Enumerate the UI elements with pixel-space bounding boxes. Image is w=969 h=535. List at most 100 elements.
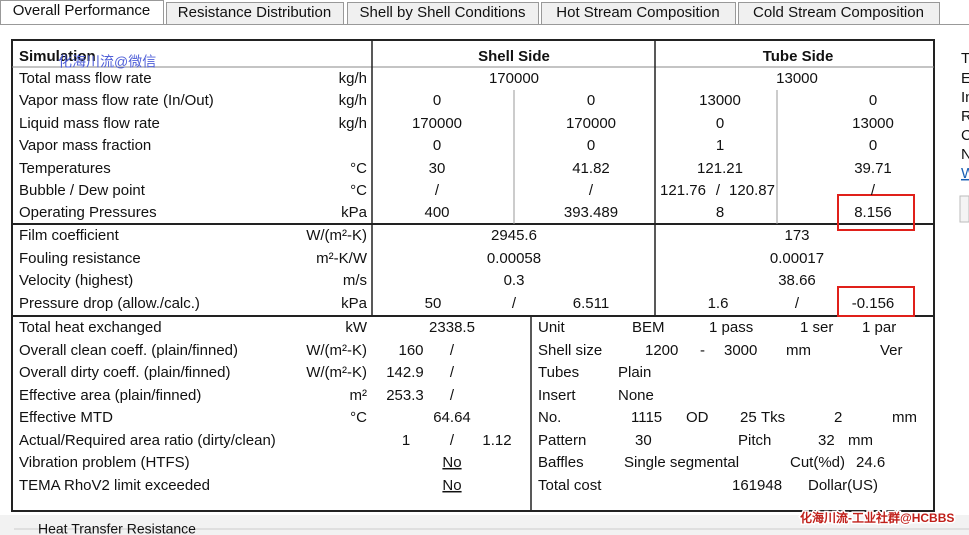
row-value: / — [450, 432, 455, 449]
row-label: Bubble / Dew point — [19, 182, 146, 199]
row-label: TEMA RhoV2 limit exceeded — [19, 477, 210, 494]
tab-label[interactable]: Shell by Shell Conditions — [360, 4, 526, 21]
row-value: 160 — [398, 342, 423, 359]
row-value: 8 — [716, 204, 724, 221]
sidebar-text: In — [961, 89, 969, 106]
row-value: 121.21 — [697, 160, 743, 177]
row-label: Temperatures — [19, 160, 111, 177]
row-value: 39.71 — [854, 160, 892, 177]
row-value: / — [716, 182, 721, 199]
tab-label[interactable]: Cold Stream Composition — [753, 4, 924, 21]
row-value: 38.66 — [778, 272, 816, 289]
row-value: Dollar(US) — [808, 477, 878, 494]
bottom-bg — [0, 515, 969, 535]
row-label: Vapor mass fraction — [19, 137, 151, 154]
row-label: Actual/Required area ratio (dirty/clean) — [19, 432, 276, 449]
row-value: 3000 — [724, 342, 757, 359]
row-label: Baffles — [538, 454, 584, 471]
row-value[interactable]: No — [442, 454, 461, 471]
row-value: 1.12 — [482, 432, 511, 449]
row-value: 2 — [834, 409, 842, 426]
row-label: Fouling resistance — [19, 250, 141, 267]
row-value: / — [795, 295, 800, 312]
table-frame — [11, 39, 935, 512]
row-value: Single segmental — [624, 454, 739, 471]
row-value: 8.156 — [854, 204, 892, 221]
sidebar-text: N — [961, 146, 969, 163]
row-value: 1 ser — [800, 319, 833, 336]
row-value: 2945.6 — [491, 227, 537, 244]
row-value: 400 — [424, 204, 449, 221]
row-value: 0.3 — [504, 272, 525, 289]
row-value: / — [450, 342, 455, 359]
row-value: 64.64 — [433, 409, 471, 426]
row-value: Plain — [618, 364, 651, 381]
row-unit: kPa — [341, 295, 368, 312]
tab-label[interactable]: Overall Performance — [13, 2, 151, 19]
row-label: Unit — [538, 319, 566, 336]
tab-label[interactable]: Resistance Distribution — [178, 4, 331, 21]
row-value: 13000 — [852, 115, 894, 132]
row-value: 30 — [429, 160, 446, 177]
row-label: Shell size — [538, 342, 602, 359]
row-value: / — [512, 295, 517, 312]
row-value: Cut(%d) — [790, 454, 845, 471]
sidebar-text[interactable]: W — [961, 165, 969, 182]
row-label: Operating Pressures — [19, 204, 157, 221]
row-value: 253.3 — [386, 387, 424, 404]
row-label: Total mass flow rate — [19, 70, 152, 87]
row-value: BEM — [632, 319, 665, 336]
row-value: 1 par — [862, 319, 896, 336]
tab[interactable] — [0, 0, 164, 25]
row-value: / — [871, 182, 876, 199]
tab-label[interactable]: Hot Stream Composition — [556, 4, 719, 21]
row-unit: °C — [350, 182, 367, 199]
row-value[interactable]: No — [442, 477, 461, 494]
row-value: 1115 — [631, 409, 662, 426]
row-unit: kg/h — [339, 92, 367, 109]
row-label: No. — [538, 409, 561, 426]
sidebar-text: R — [961, 108, 969, 125]
row-value: 0 — [433, 92, 441, 109]
row-value: - — [700, 342, 705, 359]
row-unit: °C — [350, 409, 367, 426]
row-unit: °C — [350, 160, 367, 177]
row-value: 41.82 — [572, 160, 610, 177]
row-value: 13000 — [776, 70, 818, 87]
row-value: None — [618, 387, 654, 404]
watermark: 化海川流-工业社群@HCBBS — [800, 510, 954, 525]
row-value: Tks — [761, 409, 785, 426]
row-value: mm — [892, 409, 917, 426]
row-value: 173 — [784, 227, 809, 244]
row-value: / — [589, 182, 594, 199]
row-label: Overall dirty coeff. (plain/finned) — [19, 364, 231, 381]
row-value: Ver — [880, 342, 903, 359]
sidebar-text: C — [961, 127, 969, 144]
row-value: 120.87 — [729, 182, 775, 199]
row-value: -0.156 — [852, 295, 895, 312]
row-value: 170000 — [566, 115, 616, 132]
group-box-title: Heat Transfer Resistance — [38, 521, 196, 535]
row-value: 170000 — [412, 115, 462, 132]
row-value: 0.00017 — [770, 250, 824, 267]
row-value: 32 — [818, 432, 835, 449]
row-value: Pitch — [738, 432, 771, 449]
row-value: 0 — [869, 137, 877, 154]
row-value: 1200 — [645, 342, 678, 359]
row-label: Pressure drop (allow./calc.) — [19, 295, 200, 312]
row-value: 0 — [869, 92, 877, 109]
row-value: 0 — [587, 137, 595, 154]
row-label: Liquid mass flow rate — [19, 115, 160, 132]
row-value: 25 — [740, 409, 757, 426]
row-value: 161948 — [732, 477, 782, 494]
content-bg — [0, 24, 969, 535]
row-unit: kg/h — [339, 70, 367, 87]
row-value: OD — [686, 409, 709, 426]
sidebar-text: E — [961, 70, 969, 87]
row-unit: kPa — [341, 204, 368, 221]
sidebar-button[interactable] — [959, 195, 969, 223]
header-tube: Tube Side — [763, 48, 834, 65]
row-value: 50 — [425, 295, 442, 312]
